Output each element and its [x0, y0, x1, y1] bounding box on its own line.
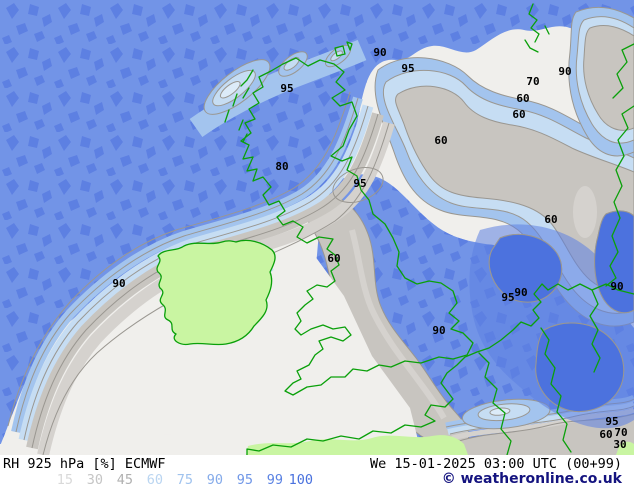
- contour-label: 90: [373, 46, 386, 59]
- contour-label: 60: [434, 134, 447, 147]
- copyright-link[interactable]: © weatheronline.co.uk: [441, 471, 622, 487]
- england-driest-region: [0, 252, 420, 455]
- denmark-coastline: [605, 43, 634, 287]
- contour-label: 95: [401, 62, 414, 75]
- contour-label: 90: [610, 280, 623, 293]
- legend-value: 30: [86, 472, 103, 488]
- legend-value: 45: [116, 472, 133, 488]
- continental-very-humid-patches: [469, 210, 634, 429]
- contour-label: 60: [544, 213, 557, 226]
- nw-scotland-humid-ovals: [189, 39, 384, 203]
- contour-label: 60: [512, 108, 525, 121]
- legend-value: 90: [206, 472, 223, 488]
- humidity-scale-legend: 15 30 45 60 75 90 95 99 100: [43, 472, 313, 488]
- continental-coastline: [246, 283, 634, 455]
- contour-label: 70: [614, 426, 627, 439]
- legend-value: 100: [288, 472, 313, 488]
- legend-value: 99: [266, 472, 283, 488]
- contour-label: 95: [280, 82, 293, 95]
- valid-time-label: We 15-01-2025 03:00 UTC (00+99): [370, 456, 622, 472]
- legend-value: 15: [56, 472, 73, 488]
- contour-label: 30: [613, 438, 626, 451]
- legend-value: 60: [146, 472, 163, 488]
- orkney-shetland-coastline: [334, 3, 550, 57]
- upper-right-dry-wedge: [568, 6, 634, 157]
- great-britain-coastline: [240, 57, 474, 396]
- country-borders: [478, 289, 601, 455]
- contour-label: 80: [275, 160, 288, 173]
- coastlines: [156, 3, 634, 455]
- contour-label: 90: [432, 324, 445, 337]
- france-land-strip: [246, 435, 634, 455]
- atlantic-ocean-region: [0, 0, 634, 446]
- contour-label: 95: [501, 291, 514, 304]
- hebrides-coastline: [224, 69, 254, 143]
- legend-value: 75: [176, 472, 193, 488]
- contour-label: 70: [526, 75, 539, 88]
- map-footer: RH 925 hPa [%] ECMWF 15 30 45 60 75 90 95 99 100…: [0, 455, 634, 490]
- contour-label: 90: [112, 277, 125, 290]
- contour-label: 60: [516, 92, 529, 105]
- contour-label: 90: [558, 65, 571, 78]
- legend-value: 95: [236, 472, 253, 488]
- contour-label: 60: [327, 252, 340, 265]
- contour-label: 95: [605, 415, 618, 428]
- contour-label: 60: [599, 428, 612, 441]
- contour-label: 90: [514, 286, 527, 299]
- contour-label: 95: [353, 177, 366, 190]
- product-label: RH 925 hPa [%] ECMWF: [3, 456, 166, 472]
